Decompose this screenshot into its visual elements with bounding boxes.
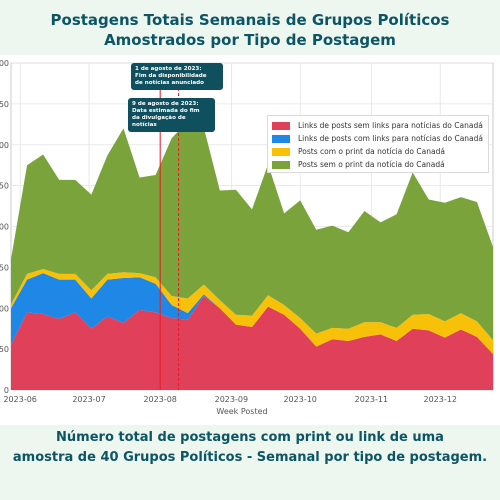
legend-item: Links de posts com links para notícias d… xyxy=(272,132,484,145)
legend-item: Links de posts sem links para notícias d… xyxy=(272,119,484,132)
title-line-2: Amostrados por Tipo de Postagem xyxy=(104,31,396,49)
x-tick-label: 2023-11 xyxy=(355,395,388,404)
annotation-line: Fim da disponibilidade xyxy=(135,73,207,79)
y-tick-label: 0 xyxy=(4,386,9,395)
y-tick-label: 50 xyxy=(0,263,9,272)
legend-label: Links de posts com links para notícias d… xyxy=(298,134,484,143)
x-axis-label: Week Posted xyxy=(216,407,267,416)
y-tick-label: 00 xyxy=(0,59,9,68)
annotation-aug-9: 9 de agosto de 2023: Data estimada do fi… xyxy=(128,98,215,132)
y-tick-label: 00 xyxy=(0,304,9,313)
x-tick-label: 2023-08 xyxy=(143,395,176,404)
x-tick-label: 2023-06 xyxy=(3,395,36,404)
chart-frame: 0 50 00 50 00 50 00 50 00 2023-06 2023-07 2023-08 20… xyxy=(0,55,500,425)
y-tick-label: 50 xyxy=(0,182,9,191)
area-series-2 xyxy=(11,273,493,355)
legend-label: Posts com o print da notícia do Canadá xyxy=(298,147,445,156)
legend-item: Posts com o print da notícia do Canadá xyxy=(272,145,484,158)
area-series-1 xyxy=(11,295,493,390)
stacked-area-chart: 0 50 00 50 00 50 00 50 00 2023-06 2023-07 2023-08 20… xyxy=(0,59,494,416)
chart-caption: Número total de postagens com print ou l… xyxy=(0,428,500,468)
caption-line-2: amostra de 40 Grupos Políticos - Semanal… xyxy=(12,450,488,465)
annotation-line: 1 de agosto de 2023: xyxy=(135,66,202,72)
x-tick-label: 2023-09 xyxy=(215,395,248,404)
title-line-1: Postagens Totais Semanais de Grupos Polí… xyxy=(50,11,450,29)
chart-title: Postagens Totais Semanais de Grupos Polí… xyxy=(0,10,500,50)
legend-swatch-green xyxy=(272,160,290,169)
y-tick-label: 50 xyxy=(0,100,9,109)
y-tick-label: 50 xyxy=(0,345,9,354)
legend-swatch-red xyxy=(272,121,290,130)
legend-label: Links de posts sem links para notícias d… xyxy=(298,121,483,130)
legend-swatch-yellow xyxy=(272,147,290,156)
y-tick-label: 00 xyxy=(0,223,9,232)
annotation-aug-1: 1 de agosto de 2023: Fim da disponibilid… xyxy=(131,63,223,90)
area-series-4 xyxy=(11,121,493,341)
legend-swatch-blue xyxy=(272,134,290,143)
annotation-line: da divulgação de notícias xyxy=(132,115,186,128)
annotation-line: 9 de agosto de 2023: xyxy=(132,101,199,107)
annotation-line: de notícias anunciado xyxy=(135,80,205,86)
caption-line-1: Número total de postagens com print ou l… xyxy=(56,430,444,445)
x-tick-label: 2023-12 xyxy=(423,395,456,404)
annotation-line: Data estimada do fim xyxy=(132,108,200,114)
legend-label: Posts sem o print da notícia do Canadá xyxy=(298,160,445,169)
chart-legend: Links de posts sem links para notícias d… xyxy=(267,115,489,173)
area-series-3 xyxy=(11,269,493,355)
x-tick-label: 2023-07 xyxy=(72,395,105,404)
x-tick-label: 2023-10 xyxy=(283,395,316,404)
y-tick-label: 00 xyxy=(0,141,9,150)
legend-item: Posts sem o print da notícia do Canadá xyxy=(272,158,484,171)
